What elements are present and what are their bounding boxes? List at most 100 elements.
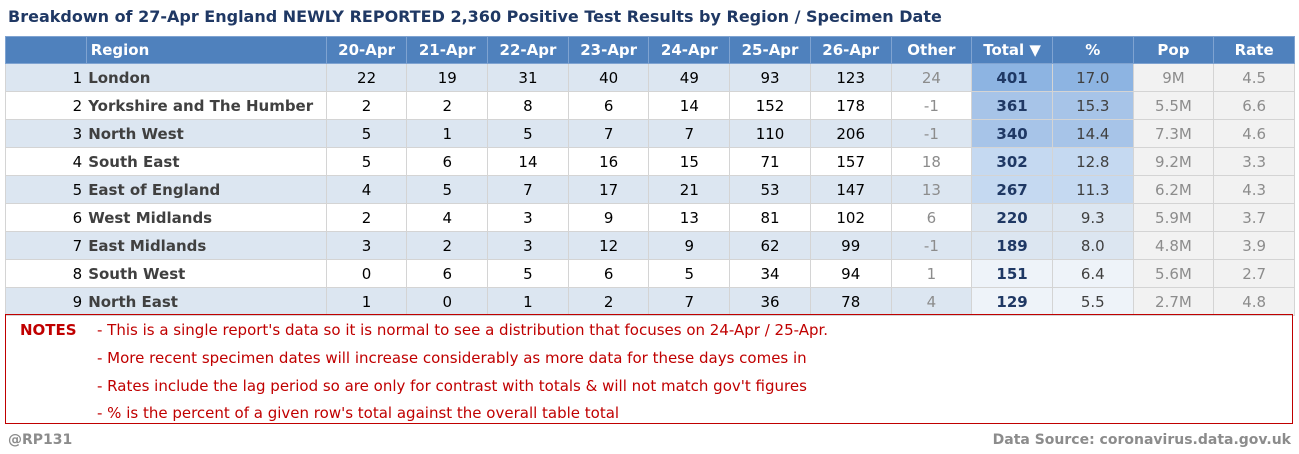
column-header-total[interactable]: Total ▼ [971, 36, 1053, 64]
column-header-23-apr: 23-Apr [567, 36, 650, 64]
cell-region: East of England [86, 175, 327, 204]
cell-rate: 2.7 [1213, 259, 1295, 288]
cell-other: 1 [890, 259, 973, 288]
cell-total: 302 [971, 147, 1053, 176]
cell-22-apr: 7 [487, 175, 569, 204]
column-header-21-apr: 21-Apr [406, 36, 489, 64]
cell-rank: 4 [5, 147, 87, 176]
cell-rank: 8 [5, 259, 87, 288]
cell-23-apr: 40 [567, 63, 650, 92]
cell-26-apr: 147 [809, 175, 892, 204]
table-row: 3 North West 5 1 5 7 7 110 206 -1 340 14.4 7.3M 4.6 [5, 119, 1295, 148]
cell-26-apr: 206 [809, 119, 892, 148]
table-row: 6 West Midlands 2 4 3 9 13 81 102 6 220 9.3 5.9M 3.7 [5, 203, 1295, 232]
cell-20-apr: 5 [325, 119, 408, 148]
table-row: 8 South West 0 6 5 6 5 34 94 1 151 6.4 5.6M 2.7 [5, 259, 1295, 288]
cell-region: North West [86, 119, 327, 148]
notes-box: NOTES - This is a single report's data s… [5, 314, 1293, 424]
cell-other: 4 [890, 287, 973, 316]
cell-26-apr: 178 [809, 91, 892, 120]
cell-24-apr: 49 [648, 63, 731, 92]
cell-percent: 5.5 [1051, 287, 1134, 316]
cell-22-apr: 31 [487, 63, 569, 92]
cell-25-apr: 34 [729, 259, 811, 288]
data-table: Region 20-Apr 21-Apr 22-Apr 23-Apr 24-Ap… [5, 36, 1295, 316]
cell-region: North East [86, 287, 327, 316]
cell-rank: 9 [5, 287, 87, 316]
column-header-24-apr: 24-Apr [648, 36, 731, 64]
cell-22-apr: 3 [487, 203, 569, 232]
cell-24-apr: 14 [648, 91, 731, 120]
cell-total: 129 [971, 287, 1053, 316]
cell-region: London [86, 63, 327, 92]
cell-total: 361 [971, 91, 1053, 120]
cell-26-apr: 99 [809, 231, 892, 260]
cell-percent: 8.0 [1051, 231, 1134, 260]
cell-pop: 5.9M [1132, 203, 1215, 232]
cell-23-apr: 6 [567, 259, 650, 288]
table-row: 7 East Midlands 3 2 3 12 9 62 99 -1 189 8.0 4.8M 3.9 [5, 231, 1295, 260]
table-row: 2 Yorkshire and The Humber 2 2 8 6 14 152 178 -1 3… [5, 91, 1295, 120]
cell-26-apr: 102 [809, 203, 892, 232]
cell-21-apr: 2 [406, 231, 489, 260]
cell-region: East Midlands [86, 231, 327, 260]
cell-21-apr: 1 [406, 119, 489, 148]
cell-rank: 6 [5, 203, 87, 232]
column-header-other: Other [890, 36, 973, 64]
cell-percent: 9.3 [1051, 203, 1134, 232]
cell-24-apr: 7 [648, 119, 731, 148]
cell-20-apr: 22 [325, 63, 408, 92]
cell-22-apr: 3 [487, 231, 569, 260]
cell-21-apr: 19 [406, 63, 489, 92]
cell-20-apr: 2 [325, 91, 408, 120]
cell-23-apr: 6 [567, 91, 650, 120]
column-header-percent: % [1051, 36, 1134, 64]
note-line: - % is the percent of a given row's tota… [97, 404, 620, 422]
cell-rate: 3.9 [1213, 231, 1295, 260]
cell-24-apr: 21 [648, 175, 731, 204]
cell-rank: 7 [5, 231, 87, 260]
cell-rate: 3.7 [1213, 203, 1295, 232]
cell-other: -1 [890, 119, 973, 148]
cell-total: 340 [971, 119, 1053, 148]
column-header-pop: Pop [1132, 36, 1215, 64]
page-title: Breakdown of 27-Apr England NEWLY REPORT… [8, 7, 942, 26]
cell-other: -1 [890, 91, 973, 120]
cell-22-apr: 1 [487, 287, 569, 316]
cell-20-apr: 3 [325, 231, 408, 260]
cell-pop: 5.5M [1132, 91, 1215, 120]
cell-23-apr: 9 [567, 203, 650, 232]
cell-26-apr: 94 [809, 259, 892, 288]
cell-25-apr: 62 [729, 231, 811, 260]
table-body: 1 London 22 19 31 40 49 93 123 24 401 17.0 9M 4.5 2 Yor… [5, 63, 1295, 316]
cell-25-apr: 71 [729, 147, 811, 176]
cell-26-apr: 123 [809, 63, 892, 92]
notes-label: NOTES [20, 321, 77, 339]
cell-25-apr: 110 [729, 119, 811, 148]
cell-22-apr: 8 [487, 91, 569, 120]
cell-other: 13 [890, 175, 973, 204]
note-line: - More recent specimen dates will increa… [97, 349, 807, 367]
cell-region: West Midlands [86, 203, 327, 232]
cell-percent: 12.8 [1051, 147, 1134, 176]
cell-total: 401 [971, 63, 1053, 92]
cell-region: South East [86, 147, 327, 176]
cell-21-apr: 5 [406, 175, 489, 204]
cell-25-apr: 36 [729, 287, 811, 316]
table-row: 4 South East 5 6 14 16 15 71 157 18 302 12.8 9.2M 3.3 [5, 147, 1295, 176]
cell-25-apr: 81 [729, 203, 811, 232]
cell-23-apr: 12 [567, 231, 650, 260]
cell-rank: 1 [5, 63, 87, 92]
cell-pop: 9M [1132, 63, 1215, 92]
cell-other: 6 [890, 203, 973, 232]
cell-rate: 6.6 [1213, 91, 1295, 120]
column-header-25-apr: 25-Apr [729, 36, 811, 64]
cell-24-apr: 7 [648, 287, 731, 316]
cell-26-apr: 157 [809, 147, 892, 176]
cell-rank: 3 [5, 119, 87, 148]
cell-23-apr: 7 [567, 119, 650, 148]
column-header-region: Region [85, 36, 327, 64]
cell-pop: 2.7M [1132, 287, 1215, 316]
cell-other: 18 [890, 147, 973, 176]
note-line: - This is a single report's data so it i… [97, 321, 829, 339]
